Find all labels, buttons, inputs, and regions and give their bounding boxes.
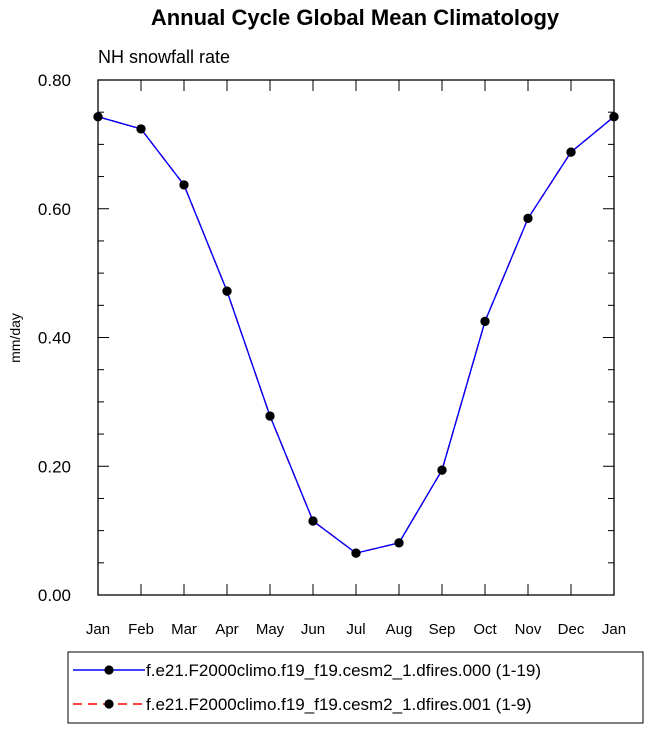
x-tick-label: Feb	[128, 621, 154, 638]
data-point	[179, 180, 189, 190]
data-point	[351, 548, 361, 558]
legend-label-1: f.e21.F2000climo.f19_f19.cesm2_1.dfires.…	[146, 695, 532, 714]
data-point	[523, 213, 533, 224]
tick-layer	[97, 79, 615, 596]
series-1	[93, 112, 619, 558]
legend-label-0: f.e21.F2000climo.f19_f19.cesm2_1.dfires.…	[146, 661, 541, 680]
x-tick-label: Apr	[215, 621, 238, 638]
x-tick-label: Dec	[558, 621, 585, 638]
series-line	[97, 116, 615, 554]
y-tick-label: 0.40	[38, 329, 71, 348]
x-tick-label: Oct	[473, 621, 497, 638]
data-point	[308, 516, 318, 526]
y-axis-label: mm/day	[7, 313, 23, 363]
x-tick-label: Jan	[602, 621, 626, 638]
legend-box	[67, 651, 644, 724]
x-tick-label: Sep	[429, 621, 456, 638]
data-point	[394, 538, 404, 548]
series-line	[97, 116, 615, 554]
x-tick-label: Jan	[86, 621, 110, 638]
data-point	[566, 147, 576, 157]
data-point	[437, 465, 447, 475]
legend-marker-1	[104, 699, 114, 709]
y-tick-label: 0.20	[38, 457, 71, 476]
x-tick-label: Jun	[301, 621, 325, 638]
legend: f.e21.F2000climo.f19_f19.cesm2_1.dfires.…	[67, 651, 644, 724]
data-point	[136, 124, 146, 134]
legend-marker-0	[104, 665, 114, 675]
data-point	[480, 316, 490, 327]
plot-frame-layer	[97, 79, 615, 596]
data-point	[93, 112, 103, 122]
data-point	[609, 112, 619, 122]
data-point	[222, 286, 232, 296]
series-layer	[93, 112, 619, 558]
x-tick-label: May	[256, 621, 285, 638]
x-tick-label: Nov	[515, 621, 542, 638]
y-tick-label: 0.00	[38, 586, 71, 605]
y-tick-label: 0.60	[38, 200, 71, 219]
plot-frame	[97, 79, 615, 596]
x-tick-label: Aug	[386, 621, 413, 638]
chart-title: Annual Cycle Global Mean Climatology	[151, 5, 560, 30]
tick-label-layer: 0.00 0.20 0.40 0.60 0.80 Jan Feb Mar Apr May Jun Ju…	[38, 71, 626, 638]
data-point	[265, 411, 275, 421]
y-tick-label: 0.80	[38, 71, 71, 90]
x-tick-label: Jul	[346, 621, 365, 638]
chart-subtitle: NH snowfall rate	[98, 47, 230, 67]
series-0	[93, 112, 619, 558]
x-tick-label: Mar	[171, 621, 197, 638]
